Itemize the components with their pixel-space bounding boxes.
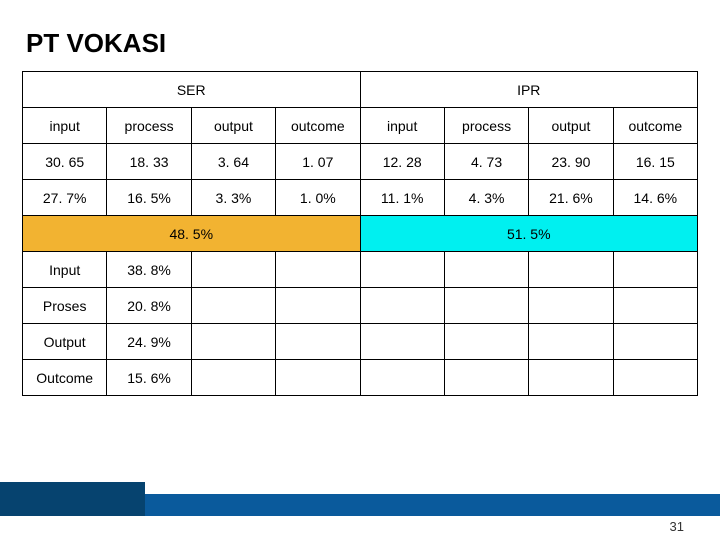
cell: 27. 7% xyxy=(23,180,107,216)
col-header: outcome xyxy=(613,108,697,144)
empty-cell xyxy=(191,360,275,396)
empty-cell xyxy=(529,252,613,288)
data-table: SER IPR input process output outcome inp… xyxy=(22,71,698,396)
bottom-row: Outcome 15. 6% xyxy=(23,360,698,396)
col-header: process xyxy=(107,108,191,144)
bottom-label: Input xyxy=(23,252,107,288)
group-header-ser: SER xyxy=(23,72,361,108)
group-header-ipr: IPR xyxy=(360,72,698,108)
empty-cell xyxy=(276,252,360,288)
cell: 16. 5% xyxy=(107,180,191,216)
empty-cell xyxy=(191,324,275,360)
bottom-label: Outcome xyxy=(23,360,107,396)
empty-cell xyxy=(613,288,697,324)
cell: 14. 6% xyxy=(613,180,697,216)
cell: 3. 3% xyxy=(191,180,275,216)
bottom-label: Proses xyxy=(23,288,107,324)
footer-accent-block xyxy=(0,482,145,516)
bottom-value: 24. 9% xyxy=(107,324,191,360)
bottom-value: 20. 8% xyxy=(107,288,191,324)
col-header: input xyxy=(360,108,444,144)
cell: 30. 65 xyxy=(23,144,107,180)
empty-cell xyxy=(360,252,444,288)
cell: 21. 6% xyxy=(529,180,613,216)
cell: 23. 90 xyxy=(529,144,613,180)
col-header: output xyxy=(191,108,275,144)
empty-cell xyxy=(360,288,444,324)
empty-cell xyxy=(444,360,528,396)
empty-cell xyxy=(529,324,613,360)
col-header: outcome xyxy=(276,108,360,144)
empty-cell xyxy=(613,252,697,288)
cell: 11. 1% xyxy=(360,180,444,216)
col-header: output xyxy=(529,108,613,144)
bottom-label: Output xyxy=(23,324,107,360)
slide-title: PT VOKASI xyxy=(22,28,698,59)
empty-cell xyxy=(191,252,275,288)
summary-ser: 48. 5% xyxy=(23,216,361,252)
empty-cell xyxy=(276,288,360,324)
cell: 16. 15 xyxy=(613,144,697,180)
cell: 4. 3% xyxy=(444,180,528,216)
bottom-row: Input 38. 8% xyxy=(23,252,698,288)
data-row-2: 27. 7% 16. 5% 3. 3% 1. 0% 11. 1% 4. 3% 2… xyxy=(23,180,698,216)
bottom-row: Proses 20. 8% xyxy=(23,288,698,324)
empty-cell xyxy=(276,324,360,360)
empty-cell xyxy=(529,288,613,324)
summary-ipr: 51. 5% xyxy=(360,216,698,252)
cell: 3. 64 xyxy=(191,144,275,180)
cell: 18. 33 xyxy=(107,144,191,180)
empty-cell xyxy=(276,360,360,396)
column-header-row: input process output outcome input proce… xyxy=(23,108,698,144)
slide: PT VOKASI SER IPR input process output o… xyxy=(0,0,720,540)
col-header: process xyxy=(444,108,528,144)
empty-cell xyxy=(444,324,528,360)
empty-cell xyxy=(613,360,697,396)
cell: 4. 73 xyxy=(444,144,528,180)
cell: 1. 0% xyxy=(276,180,360,216)
empty-cell xyxy=(360,360,444,396)
col-header: input xyxy=(23,108,107,144)
empty-cell xyxy=(444,288,528,324)
group-header-row: SER IPR xyxy=(23,72,698,108)
empty-cell xyxy=(613,324,697,360)
bottom-value: 15. 6% xyxy=(107,360,191,396)
bottom-row: Output 24. 9% xyxy=(23,324,698,360)
page-number: 31 xyxy=(670,519,684,534)
cell: 1. 07 xyxy=(276,144,360,180)
empty-cell xyxy=(360,324,444,360)
empty-cell xyxy=(529,360,613,396)
empty-cell xyxy=(444,252,528,288)
data-row-1: 30. 65 18. 33 3. 64 1. 07 12. 28 4. 73 2… xyxy=(23,144,698,180)
empty-cell xyxy=(191,288,275,324)
summary-row: 48. 5% 51. 5% xyxy=(23,216,698,252)
cell: 12. 28 xyxy=(360,144,444,180)
bottom-value: 38. 8% xyxy=(107,252,191,288)
